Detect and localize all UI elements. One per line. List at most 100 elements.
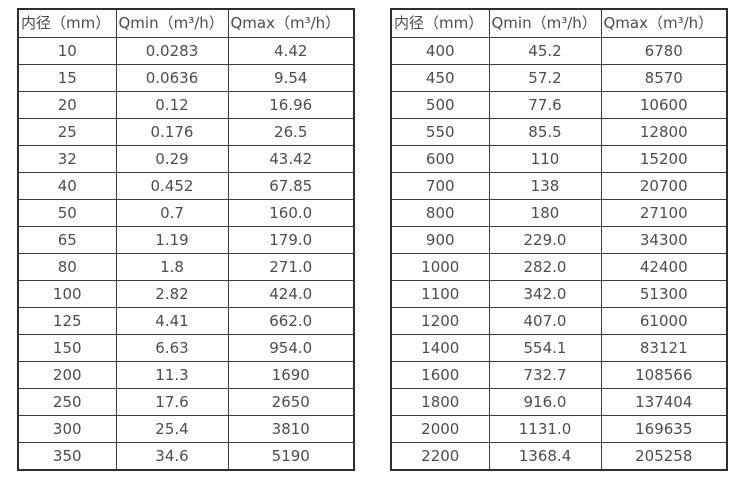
table-row: 65 1.19 179.0 xyxy=(17,226,355,254)
table-cell: 400 xyxy=(390,37,490,65)
table-cell: 1600 xyxy=(390,361,490,389)
table-cell: 0.0283 xyxy=(115,37,229,65)
table-cell: 110 xyxy=(488,145,602,173)
flow-rate-table-left: 内径（mm） Qmin（m³/h） Qmax（m³/h） 10 0.0283 4.4… xyxy=(17,8,355,471)
table-cell: 80 xyxy=(17,253,117,281)
table-cell: 32 xyxy=(17,145,117,173)
table-cell: 26.5 xyxy=(227,118,355,146)
table-cell: 1100 xyxy=(390,280,490,308)
table-row: 1800 916.0 137404 xyxy=(390,388,728,416)
header-qmin: Qmin（m³/h） xyxy=(488,8,602,38)
table-cell: 40 xyxy=(17,172,117,200)
table-cell: 11.3 xyxy=(115,361,229,389)
table-row: 50 0.7 160.0 xyxy=(17,199,355,227)
table-header: 内径（mm） Qmin（m³/h） Qmax（m³/h） xyxy=(17,8,355,38)
table-cell: 125 xyxy=(17,307,117,335)
table-cell: 83121 xyxy=(600,334,728,362)
table-row: 32 0.29 43.42 xyxy=(17,145,355,173)
table-cell: 34.6 xyxy=(115,442,229,471)
table-cell: 27100 xyxy=(600,199,728,227)
table-body: 400 45.2 6780 450 57.2 8570 500 77.6 10600 550 85.… xyxy=(390,37,728,471)
table-cell: 2200 xyxy=(390,442,490,471)
table-cell: 15 xyxy=(17,64,117,92)
table-cell: 179.0 xyxy=(227,226,355,254)
table-cell: 1400 xyxy=(390,334,490,362)
table-cell: 205258 xyxy=(600,442,728,471)
table-row: 2200 1368.4 205258 xyxy=(390,442,728,471)
table-row: 40 0.452 67.85 xyxy=(17,172,355,200)
table-cell: 100 xyxy=(17,280,117,308)
table-row: 400 45.2 6780 xyxy=(390,37,728,65)
table-cell: 0.0636 xyxy=(115,64,229,92)
table-cell: 550 xyxy=(390,118,490,146)
table-row: 450 57.2 8570 xyxy=(390,64,728,92)
table-cell: 77.6 xyxy=(488,91,602,119)
table-row: 300 25.4 3810 xyxy=(17,415,355,443)
table-cell: 954.0 xyxy=(227,334,355,362)
table-cell: 169635 xyxy=(600,415,728,443)
table-cell: 2000 xyxy=(390,415,490,443)
table-cell: 6.63 xyxy=(115,334,229,362)
table-cell: 3810 xyxy=(227,415,355,443)
table-cell: 6780 xyxy=(600,37,728,65)
table-cell: 160.0 xyxy=(227,199,355,227)
table-cell: 1.19 xyxy=(115,226,229,254)
table-row: 1100 342.0 51300 xyxy=(390,280,728,308)
table-cell: 9.54 xyxy=(227,64,355,92)
table-cell: 137404 xyxy=(600,388,728,416)
table-cell: 450 xyxy=(390,64,490,92)
table-cell: 180 xyxy=(488,199,602,227)
table-cell: 700 xyxy=(390,172,490,200)
table-cell: 1800 xyxy=(390,388,490,416)
table-row: 10 0.0283 4.42 xyxy=(17,37,355,65)
table-cell: 51300 xyxy=(600,280,728,308)
table-cell: 229.0 xyxy=(488,226,602,254)
table-row: 250 17.6 2650 xyxy=(17,388,355,416)
table-cell: 1368.4 xyxy=(488,442,602,471)
table-cell: 50 xyxy=(17,199,117,227)
header-row: 内径（mm） Qmin（m³/h） Qmax（m³/h） xyxy=(390,8,728,38)
table-cell: 0.452 xyxy=(115,172,229,200)
table-row: 2000 1131.0 169635 xyxy=(390,415,728,443)
table-cell: 150 xyxy=(17,334,117,362)
table-cell: 5190 xyxy=(227,442,355,471)
table-cell: 300 xyxy=(17,415,117,443)
table-cell: 424.0 xyxy=(227,280,355,308)
table-cell: 0.29 xyxy=(115,145,229,173)
table-row: 350 34.6 5190 xyxy=(17,442,355,471)
table-cell: 0.12 xyxy=(115,91,229,119)
header-qmin: Qmin（m³/h） xyxy=(115,8,229,38)
table-cell: 4.41 xyxy=(115,307,229,335)
table-cell: 12800 xyxy=(600,118,728,146)
table-cell: 600 xyxy=(390,145,490,173)
table-row: 550 85.5 12800 xyxy=(390,118,728,146)
table-cell: 282.0 xyxy=(488,253,602,281)
header-inner-diameter: 内径（mm） xyxy=(390,8,490,38)
table-cell: 1131.0 xyxy=(488,415,602,443)
table-row: 20 0.12 16.96 xyxy=(17,91,355,119)
table-row: 100 2.82 424.0 xyxy=(17,280,355,308)
table-row: 80 1.8 271.0 xyxy=(17,253,355,281)
table-cell: 85.5 xyxy=(488,118,602,146)
table-row: 1200 407.0 61000 xyxy=(390,307,728,335)
table-cell: 57.2 xyxy=(488,64,602,92)
tables-container: 内径（mm） Qmin（m³/h） Qmax（m³/h） 10 0.0283 4.4… xyxy=(17,8,750,471)
table-cell: 1690 xyxy=(227,361,355,389)
table-row: 125 4.41 662.0 xyxy=(17,307,355,335)
table-cell: 20700 xyxy=(600,172,728,200)
table-cell: 200 xyxy=(17,361,117,389)
table-cell: 2650 xyxy=(227,388,355,416)
table-cell: 108566 xyxy=(600,361,728,389)
table-cell: 45.2 xyxy=(488,37,602,65)
table-row: 1600 732.7 108566 xyxy=(390,361,728,389)
table-cell: 17.6 xyxy=(115,388,229,416)
table-cell: 10 xyxy=(17,37,117,65)
table-row: 900 229.0 34300 xyxy=(390,226,728,254)
table-cell: 34300 xyxy=(600,226,728,254)
table-cell: 20 xyxy=(17,91,117,119)
header-qmax: Qmax（m³/h） xyxy=(600,8,728,38)
table-cell: 800 xyxy=(390,199,490,227)
table-cell: 342.0 xyxy=(488,280,602,308)
table-cell: 500 xyxy=(390,91,490,119)
